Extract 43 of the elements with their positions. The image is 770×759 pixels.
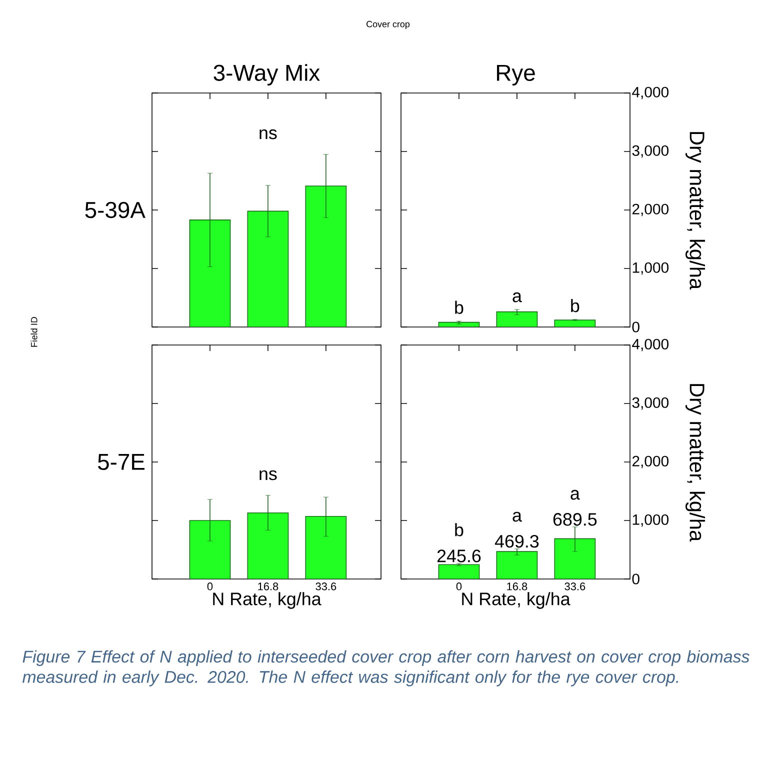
annotation: a bbox=[512, 292, 522, 302]
y-tick-label: 0 bbox=[632, 322, 640, 332]
y-tick-label: 1,000 bbox=[632, 514, 669, 527]
annotation: ns bbox=[260, 470, 277, 480]
annotation: b bbox=[455, 523, 464, 536]
x-tick-label: 0 bbox=[456, 582, 462, 590]
x-axis-title: N Rate, kg/ha bbox=[462, 592, 570, 609]
text: Cover crop bbox=[366, 20, 410, 30]
bar bbox=[438, 322, 480, 328]
y-axis-title: Dry matter, kg/ha bbox=[686, 132, 706, 290]
x-axis-title: N Rate, kg/ha bbox=[213, 592, 322, 609]
x-tick-label: 0 bbox=[207, 582, 213, 590]
x-tick-label: 16.8 bbox=[507, 582, 528, 590]
y-tick-label: 4,000 bbox=[632, 338, 669, 352]
data-label: 469.3 bbox=[494, 534, 539, 548]
annotation: b bbox=[455, 300, 464, 314]
x-tick-label: 33.6 bbox=[564, 582, 586, 590]
caption: Figure 7 Effect of N applied to interseeded cover crop after corn harvest on cover crop biomass measured in early Dec. 2020. The N effect was significant only for the rye cover crop. bbox=[22, 650, 750, 686]
chart-title: Rye bbox=[497, 64, 535, 86]
y-axis-title: 5-7E bbox=[98, 454, 144, 470]
y-tick-label: 3,000 bbox=[632, 397, 669, 410]
annotation: a bbox=[512, 512, 522, 522]
y-axis-title: Dry matter, kg/ha bbox=[686, 384, 706, 542]
x-tick-label: 33.6 bbox=[316, 582, 336, 590]
y-tick-label: 2,000 bbox=[632, 456, 669, 468]
chart-title: 3-Way Mix bbox=[214, 64, 320, 86]
bar bbox=[496, 311, 538, 328]
y-tick-label: 1,000 bbox=[632, 262, 669, 275]
y-tick-label: 3,000 bbox=[632, 145, 669, 158]
data-label: 245.6 bbox=[437, 550, 481, 562]
y-tick-label: 2,000 bbox=[632, 204, 669, 216]
annotation: b bbox=[571, 299, 580, 312]
text: Field ID bbox=[30, 316, 38, 347]
y-tick-label: 4,000 bbox=[632, 86, 669, 100]
annotation: ns bbox=[260, 129, 277, 140]
bar bbox=[554, 320, 596, 328]
y-axis-title: 5-39A bbox=[85, 202, 146, 218]
bar bbox=[554, 538, 596, 580]
x-tick-label: 16.8 bbox=[258, 582, 278, 590]
annotation: a bbox=[570, 490, 580, 500]
bar bbox=[496, 551, 538, 580]
data-label: 689.5 bbox=[553, 513, 597, 526]
bar bbox=[438, 564, 480, 580]
